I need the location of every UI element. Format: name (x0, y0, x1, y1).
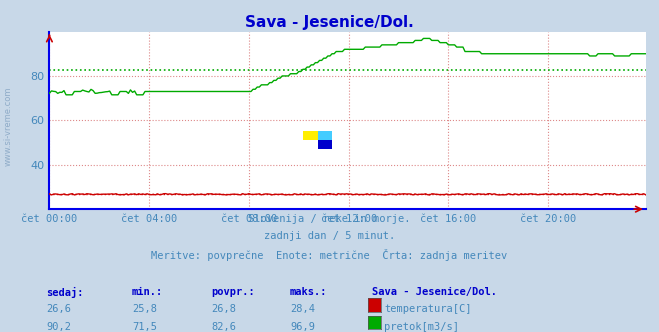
Text: 90,2: 90,2 (46, 322, 71, 332)
Text: min.:: min.: (132, 287, 163, 297)
Text: 82,6: 82,6 (211, 322, 236, 332)
Text: Sava - Jesenice/Dol.: Sava - Jesenice/Dol. (245, 15, 414, 30)
Bar (318, 131, 332, 140)
Text: Slovenija / reke in morje.: Slovenija / reke in morje. (248, 214, 411, 224)
Text: 28,4: 28,4 (290, 304, 315, 314)
Bar (303, 131, 318, 140)
Text: Meritve: povprečne  Enote: metrične  Črta: zadnja meritev: Meritve: povprečne Enote: metrične Črta:… (152, 249, 507, 261)
Text: 71,5: 71,5 (132, 322, 157, 332)
Bar (318, 140, 332, 149)
Text: maks.:: maks.: (290, 287, 328, 297)
Text: temperatura[C]: temperatura[C] (384, 304, 472, 314)
Text: zadnji dan / 5 minut.: zadnji dan / 5 minut. (264, 231, 395, 241)
Text: sedaj:: sedaj: (46, 287, 84, 298)
Text: Sava - Jesenice/Dol.: Sava - Jesenice/Dol. (372, 287, 498, 297)
Text: pretok[m3/s]: pretok[m3/s] (384, 322, 459, 332)
Text: 96,9: 96,9 (290, 322, 315, 332)
Text: povpr.:: povpr.: (211, 287, 254, 297)
Text: www.si-vreme.com: www.si-vreme.com (4, 86, 13, 166)
Text: 26,6: 26,6 (46, 304, 71, 314)
Text: 26,8: 26,8 (211, 304, 236, 314)
Text: 25,8: 25,8 (132, 304, 157, 314)
